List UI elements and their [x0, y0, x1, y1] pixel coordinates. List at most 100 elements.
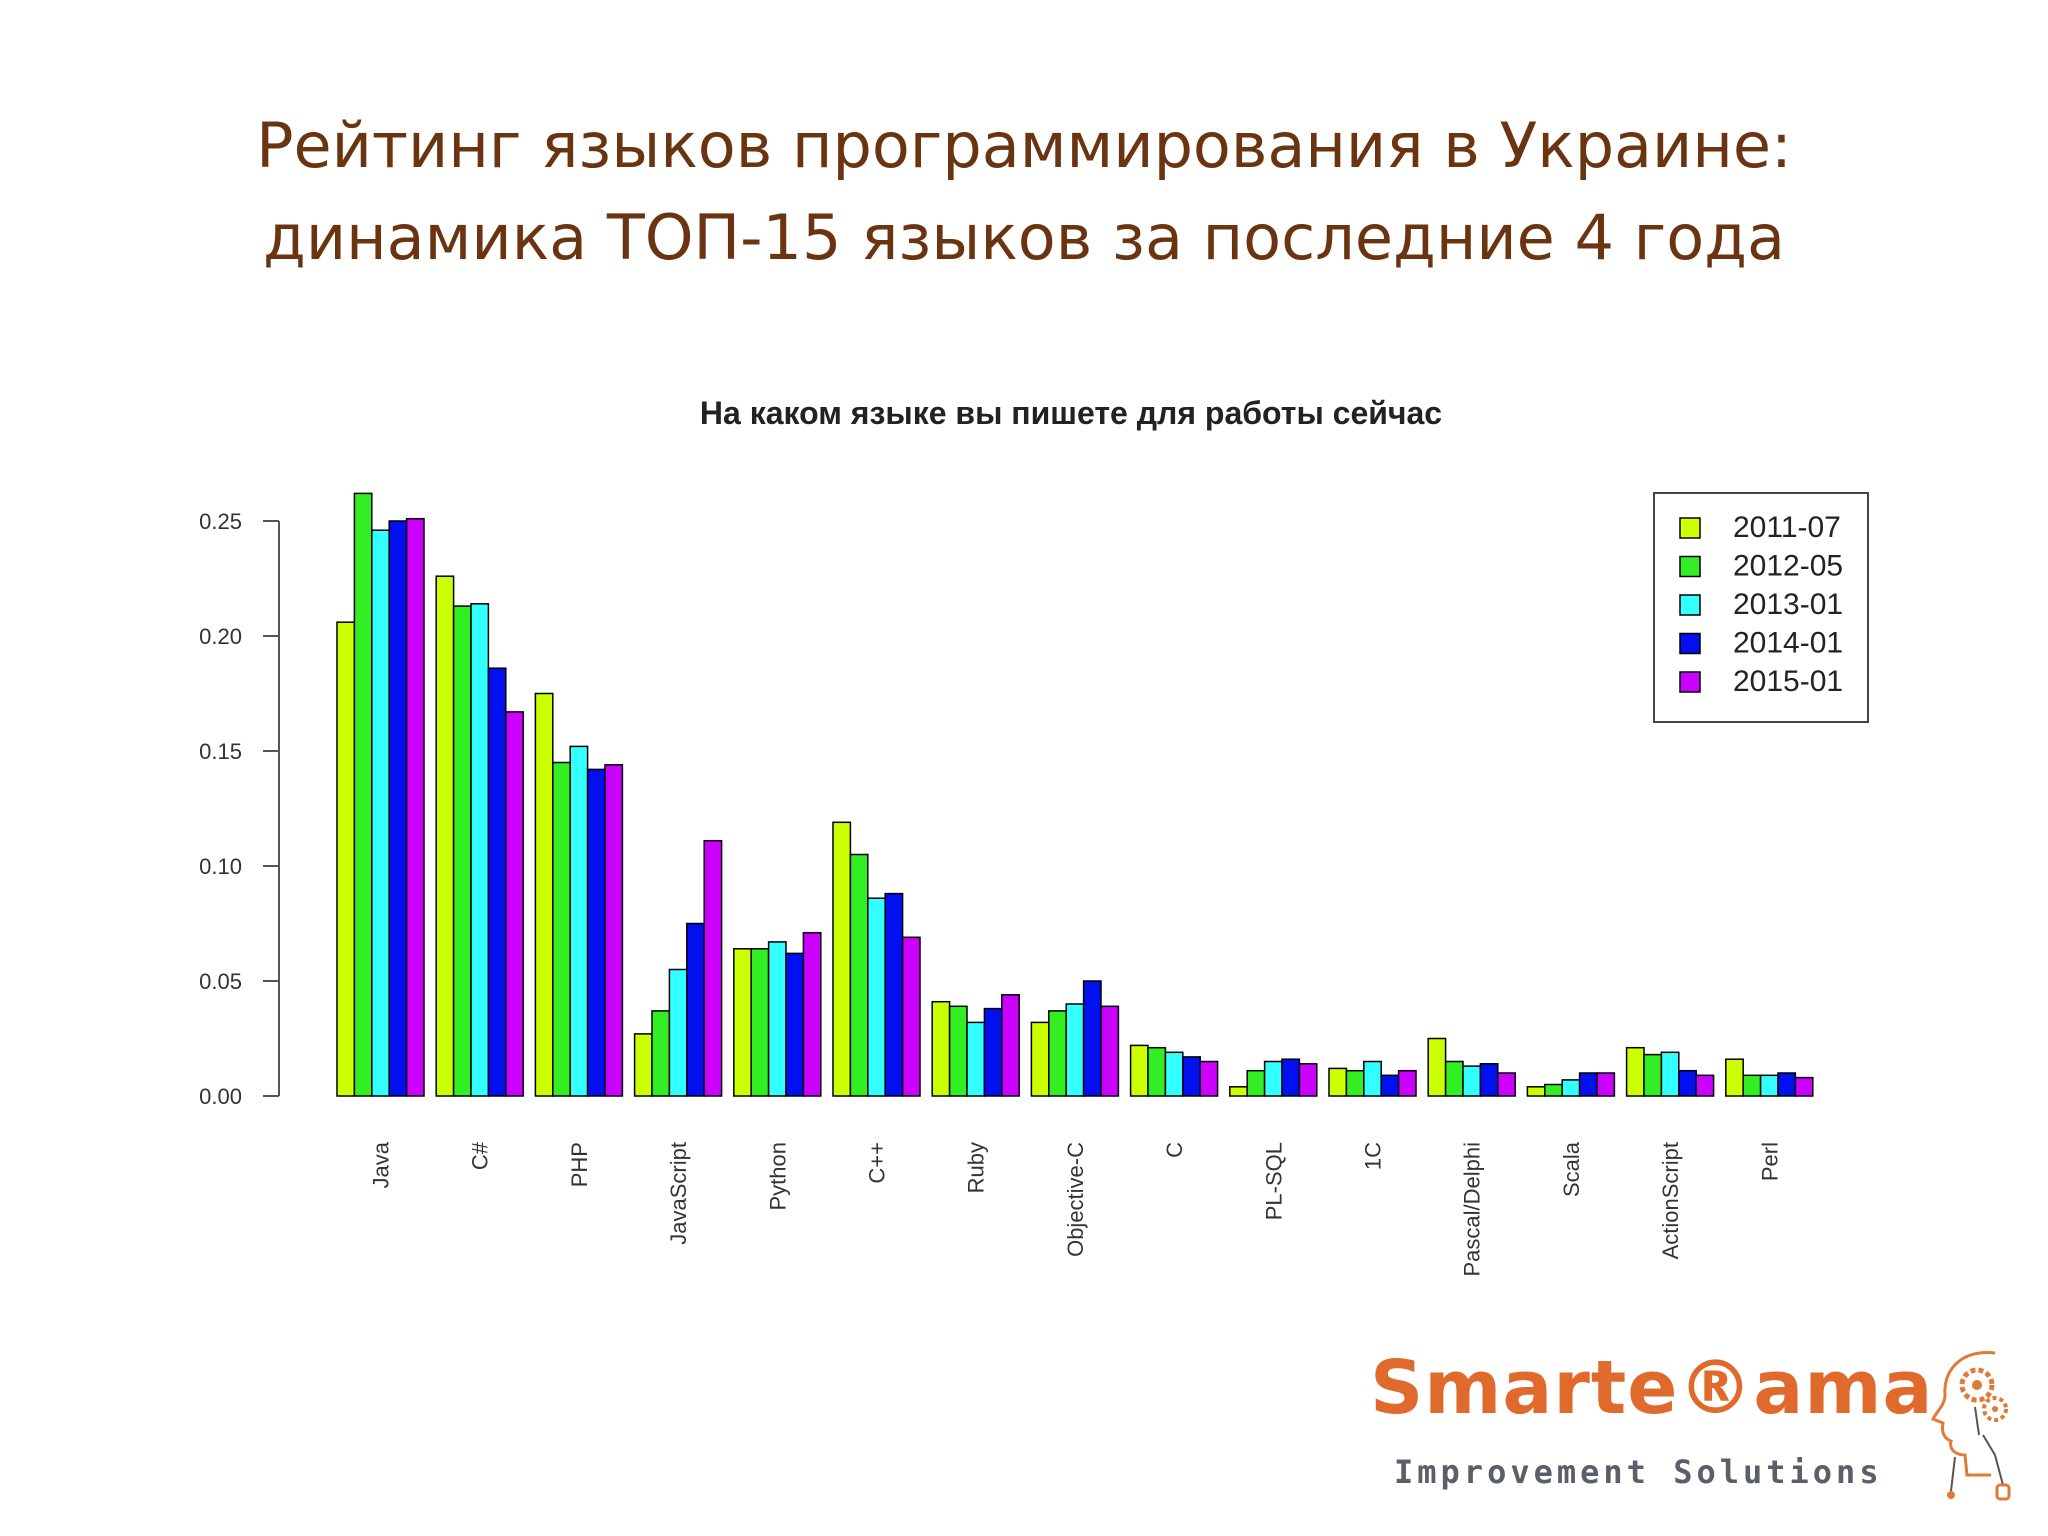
bar-group-c-	[435, 575, 524, 1097]
bar	[849, 853, 869, 1097]
y-axis: 0.00 0.05 0.10 0.15 0.20 0.25	[199, 509, 280, 1109]
logo-wordmark: Smarte®ama	[1370, 1345, 1934, 1431]
x-tick-label: JavaScript	[666, 1142, 691, 1245]
x-tick-label: ActionScript	[1658, 1142, 1683, 1259]
smarterama-logo: Smarte®ama Improvement Solutions	[1370, 1345, 2020, 1505]
bar-group-1c	[1328, 1060, 1417, 1097]
bar-group-pl-sql	[1229, 1058, 1318, 1097]
bar	[931, 1000, 951, 1097]
x-tick-label: Python	[765, 1142, 790, 1211]
bar	[686, 922, 705, 1097]
x-tick-label: Java	[369, 1141, 394, 1188]
slide-title-line-2: динамика ТОП-15 языков за последние 4 го…	[262, 201, 1786, 274]
bar	[983, 1007, 1003, 1097]
bar	[1596, 1072, 1616, 1097]
chart-title: На каком языке вы пишете для работы сейч…	[700, 395, 1442, 431]
bar	[1129, 1044, 1149, 1097]
logo-tagline: Improvement Solutions	[1394, 1453, 1883, 1491]
bar	[867, 897, 886, 1097]
x-tick-label: Scala	[1559, 1141, 1584, 1197]
x-tick-label: C++	[865, 1142, 890, 1184]
bar	[802, 931, 822, 1097]
bar	[1030, 1021, 1050, 1097]
bar	[901, 936, 921, 1097]
x-tick-label: Objective-C	[1063, 1142, 1088, 1257]
bar	[569, 745, 589, 1097]
slide-title: Рейтинг языков программирования в Украин…	[0, 100, 2048, 284]
bar	[1497, 1072, 1516, 1097]
bar	[1625, 1046, 1645, 1097]
bar	[452, 605, 472, 1097]
bar	[633, 1033, 653, 1097]
bar-group-c-	[832, 821, 921, 1097]
bar	[470, 603, 490, 1097]
bar	[1298, 1063, 1318, 1097]
bar	[353, 492, 373, 1097]
bar	[1444, 1060, 1464, 1097]
bar	[1100, 1005, 1120, 1097]
bar	[1397, 1069, 1417, 1097]
head-gears-icon	[1930, 1350, 2011, 1501]
x-tick-label: C#	[468, 1141, 493, 1170]
legend-swatch	[1679, 555, 1701, 578]
y-tick-label: 0.20	[199, 624, 242, 649]
bar-group-pascal-delphi	[1427, 1037, 1516, 1097]
bar	[1427, 1037, 1447, 1097]
legend-swatch	[1679, 632, 1701, 655]
legend-label: 2012-05	[1733, 550, 1843, 583]
bar	[1725, 1058, 1744, 1097]
legend-label: 2013-01	[1733, 588, 1843, 621]
bar	[948, 1005, 968, 1097]
legend-label: 2011-07	[1733, 511, 1841, 544]
x-tick-label: C	[1162, 1142, 1187, 1158]
bar	[767, 941, 787, 1097]
bar	[371, 529, 390, 1097]
bar	[505, 711, 524, 1097]
bar-group-scala	[1526, 1072, 1616, 1097]
bar	[1363, 1060, 1382, 1097]
bar	[1345, 1069, 1365, 1097]
bar	[1263, 1060, 1283, 1097]
bar	[1164, 1051, 1184, 1097]
y-tick-label: 0.05	[199, 969, 242, 994]
bar	[1777, 1072, 1797, 1097]
x-tick-label: Pascal/Delphi	[1460, 1142, 1485, 1277]
bar	[1578, 1072, 1598, 1097]
bar	[785, 952, 805, 1097]
bar	[733, 948, 752, 1097]
legend-label: 2014-01	[1733, 627, 1843, 660]
legend-label: 2015-01	[1733, 665, 1843, 698]
bar	[1082, 980, 1102, 1097]
bar	[435, 575, 455, 1097]
bar	[1561, 1079, 1581, 1097]
bar	[750, 948, 770, 1097]
x-tick-label: Perl	[1757, 1142, 1782, 1181]
bar	[552, 761, 571, 1097]
bar	[1462, 1065, 1482, 1097]
bar	[586, 768, 606, 1097]
y-tick-label: 0.15	[199, 739, 242, 764]
bar-group-php	[534, 692, 624, 1097]
bar	[1065, 1003, 1085, 1097]
bar	[1380, 1074, 1400, 1097]
bar-group-javascript	[633, 839, 723, 1097]
bar	[1678, 1069, 1697, 1097]
bar	[1328, 1067, 1348, 1097]
bar	[1229, 1086, 1248, 1097]
x-tick-label: PL-SQL	[1261, 1142, 1286, 1220]
bar	[1199, 1060, 1219, 1097]
bar-group-perl	[1725, 1058, 1814, 1097]
bar	[966, 1021, 986, 1097]
bar	[1794, 1076, 1814, 1097]
bar	[1695, 1074, 1715, 1097]
legend: 2011-07 2012-05 2013-01 2014-01 2015-01	[1653, 492, 1869, 723]
bar	[1182, 1056, 1201, 1097]
bar	[534, 692, 554, 1097]
y-tick-label: 0.00	[199, 1084, 242, 1109]
bar-group-java	[336, 492, 425, 1097]
bar	[832, 821, 852, 1097]
bar	[668, 968, 688, 1097]
bar	[388, 520, 408, 1097]
bar-group-ruby	[931, 994, 1020, 1097]
